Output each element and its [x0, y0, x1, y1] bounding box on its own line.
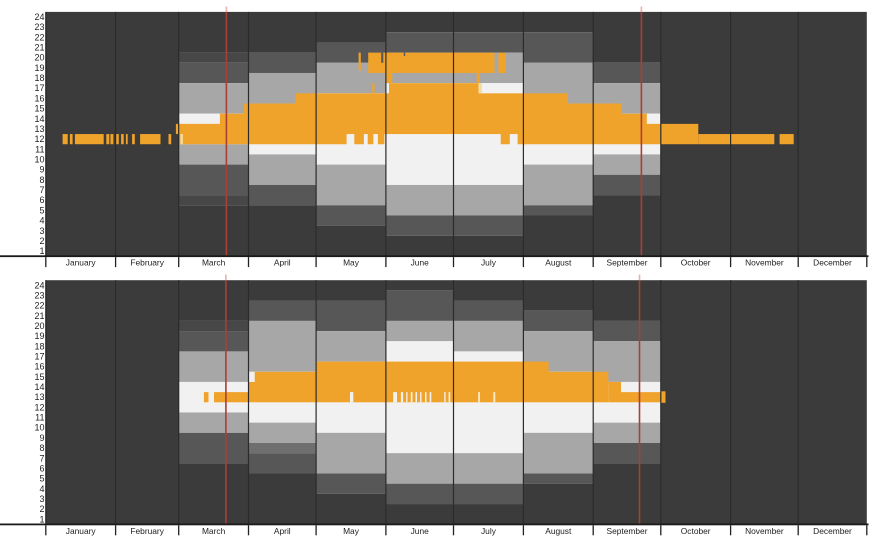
- svg-text:8: 8: [39, 443, 44, 453]
- svg-text:August: August: [545, 526, 572, 536]
- svg-text:January: January: [66, 257, 97, 267]
- svg-text:8: 8: [39, 175, 44, 185]
- svg-text:18: 18: [34, 341, 44, 351]
- svg-text:November: November: [745, 526, 784, 536]
- svg-text:5: 5: [39, 474, 44, 484]
- svg-text:9: 9: [39, 433, 44, 443]
- svg-text:July: July: [481, 257, 497, 267]
- svg-text:1: 1: [39, 246, 44, 256]
- svg-text:20: 20: [34, 53, 44, 63]
- svg-text:1: 1: [39, 514, 44, 524]
- svg-text:6: 6: [39, 195, 44, 205]
- svg-text:13: 13: [34, 392, 44, 402]
- svg-text:22: 22: [34, 301, 44, 311]
- svg-text:6: 6: [39, 463, 44, 473]
- svg-text:September: September: [607, 526, 648, 536]
- svg-text:June: June: [411, 257, 430, 267]
- svg-text:7: 7: [39, 453, 44, 463]
- svg-text:5: 5: [39, 205, 44, 215]
- svg-text:14: 14: [34, 114, 44, 124]
- svg-text:4: 4: [39, 484, 44, 494]
- svg-text:2: 2: [39, 236, 44, 246]
- svg-text:January: January: [66, 526, 97, 536]
- svg-text:12: 12: [34, 402, 44, 412]
- svg-text:14: 14: [34, 382, 44, 392]
- svg-text:16: 16: [34, 93, 44, 103]
- svg-text:March: March: [202, 526, 226, 536]
- svg-text:May: May: [343, 526, 360, 536]
- svg-text:October: October: [681, 526, 711, 536]
- svg-text:April: April: [274, 257, 291, 267]
- svg-text:10: 10: [34, 423, 44, 433]
- svg-text:February: February: [130, 526, 164, 536]
- svg-text:August: August: [545, 257, 572, 267]
- svg-text:24: 24: [34, 12, 44, 22]
- svg-text:February: February: [130, 257, 164, 267]
- svg-text:18: 18: [34, 73, 44, 83]
- svg-text:4: 4: [39, 216, 44, 226]
- svg-text:July: July: [481, 526, 497, 536]
- svg-text:November: November: [745, 257, 784, 267]
- svg-text:15: 15: [34, 372, 44, 382]
- svg-text:12: 12: [34, 134, 44, 144]
- svg-text:September: September: [607, 257, 648, 267]
- svg-text:19: 19: [34, 63, 44, 73]
- svg-text:13: 13: [34, 124, 44, 134]
- svg-text:May: May: [343, 257, 360, 267]
- svg-text:December: December: [813, 526, 852, 536]
- svg-text:3: 3: [39, 494, 44, 504]
- svg-text:23: 23: [34, 290, 44, 300]
- svg-text:2: 2: [39, 504, 44, 514]
- svg-text:11: 11: [35, 413, 44, 423]
- svg-text:April: April: [274, 526, 291, 536]
- svg-text:December: December: [813, 257, 852, 267]
- svg-text:21: 21: [34, 311, 44, 321]
- svg-text:19: 19: [34, 331, 44, 341]
- svg-text:16: 16: [34, 362, 44, 372]
- svg-text:June: June: [411, 526, 430, 536]
- svg-text:11: 11: [35, 144, 44, 154]
- svg-text:22: 22: [34, 32, 44, 42]
- svg-text:10: 10: [34, 155, 44, 165]
- svg-text:17: 17: [34, 83, 44, 93]
- svg-text:15: 15: [34, 104, 44, 114]
- svg-text:7: 7: [39, 185, 44, 195]
- svg-text:9: 9: [39, 165, 44, 175]
- svg-text:3: 3: [39, 226, 44, 236]
- svg-text:March: March: [202, 257, 226, 267]
- svg-text:23: 23: [34, 22, 44, 32]
- svg-text:24: 24: [34, 280, 44, 290]
- svg-text:21: 21: [34, 43, 44, 53]
- svg-text:20: 20: [34, 321, 44, 331]
- svg-text:17: 17: [34, 352, 44, 362]
- svg-text:October: October: [681, 257, 711, 267]
